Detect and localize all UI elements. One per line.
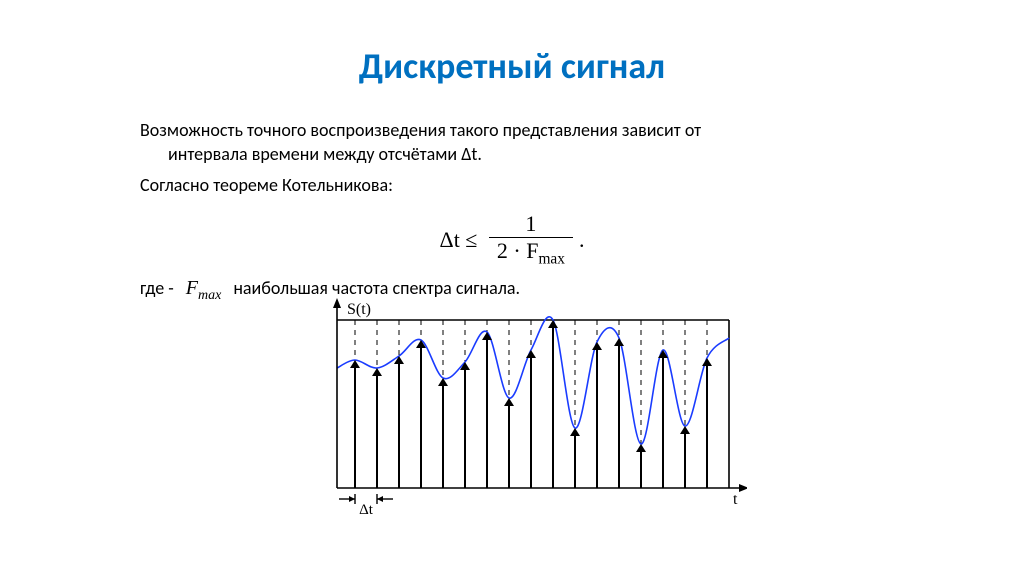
formula-denominator: 2 · Fmax: [489, 238, 573, 269]
paragraph-1-line-2: интервала времени между отсчётами Δt.: [140, 142, 884, 166]
formula-denominator-sub: max: [538, 251, 565, 268]
formula-numerator: 1: [489, 211, 573, 238]
paragraph-1-line-1: Возможность точного воспроизведения тако…: [140, 119, 701, 141]
signal-diagram-svg: S(t) t Δt: [277, 298, 747, 518]
svg-text:t: t: [733, 491, 738, 508]
svg-text:S(t): S(t): [347, 301, 371, 318]
where-suffix: наибольшая частота спектра сигнала.: [233, 277, 520, 299]
formula-lhs: Δt ≤: [440, 227, 478, 253]
formula-tail: .: [579, 227, 585, 253]
svg-text:Δt: Δt: [359, 502, 374, 518]
where-symbol-base: F: [186, 277, 198, 299]
paragraph-2: Согласно теореме Котельникова:: [140, 173, 884, 197]
formula-denominator-base: 2 · F: [497, 238, 539, 263]
signal-diagram: S(t) t Δt: [60, 298, 964, 523]
formula-fraction: 1 2 · Fmax: [489, 211, 573, 269]
paragraph-1: Возможность точного воспроизведения тако…: [140, 118, 884, 197]
where-symbol: Fmax: [186, 277, 222, 304]
slide-title: Дискретный сигнал: [60, 44, 964, 88]
where-prefix: где -: [140, 277, 174, 299]
formula: Δt ≤ 1 2 · Fmax .: [60, 211, 964, 269]
where-symbol-sub: max: [198, 288, 221, 303]
